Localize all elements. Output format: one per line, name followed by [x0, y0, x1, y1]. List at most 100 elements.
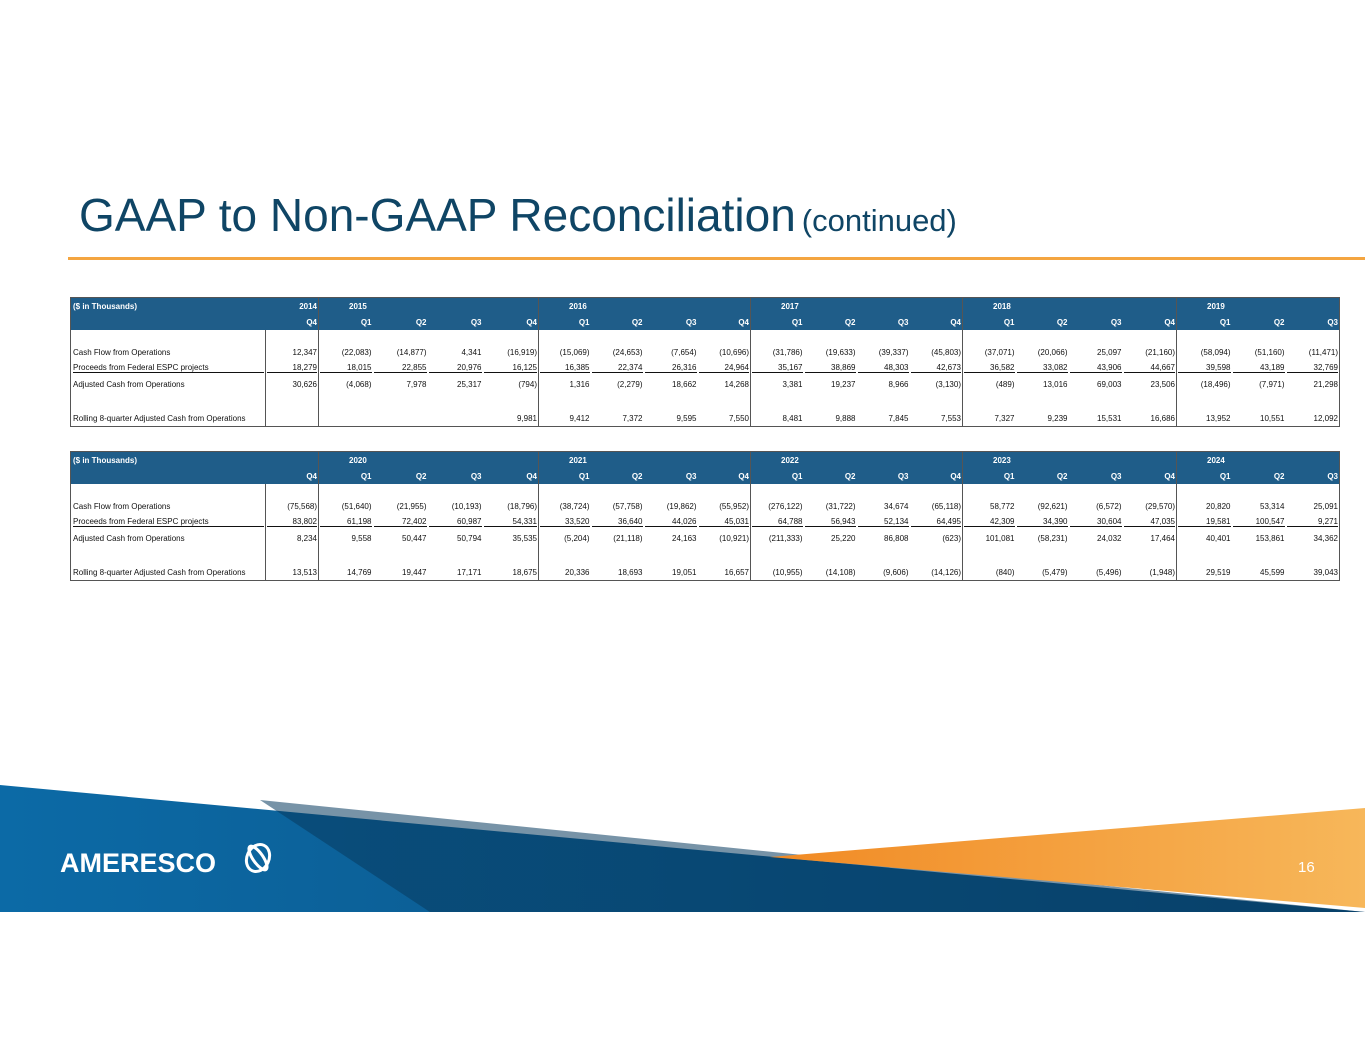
value: 7,550 [728, 413, 749, 423]
value: 35,167 [752, 363, 803, 373]
value: (19,862) [666, 501, 697, 511]
blank-cell [71, 330, 266, 344]
year: 2017 [750, 297, 804, 314]
value: 15,531 [1097, 413, 1122, 423]
cell: 12,347 [265, 344, 319, 360]
value: (276,122) [768, 501, 803, 511]
cell: (31,786) [750, 344, 804, 360]
cell: 44,667 [1123, 360, 1177, 376]
value: 24,032 [1097, 533, 1122, 543]
blank-cell [1176, 546, 1232, 564]
cell: 16,125 [483, 360, 539, 376]
value: 52,134 [857, 517, 909, 527]
value: 7,553 [940, 413, 961, 423]
value: 7,372 [622, 413, 643, 423]
blank-cell [962, 546, 1016, 564]
year [482, 451, 539, 468]
value: (18,796) [507, 501, 537, 511]
value: (4,068) [346, 379, 372, 389]
title-text: GAAP to Non-GAAP Reconciliation [79, 189, 796, 241]
cell: (21,160) [1123, 344, 1177, 360]
cell: (24,653) [591, 344, 644, 360]
blank-cell [910, 330, 963, 344]
cell: 34,362 [1286, 530, 1340, 546]
row-label: Cash Flow from Operations [70, 344, 266, 360]
cell: 21,298 [1286, 376, 1340, 392]
reconciliation-table: ($ in Thousands) 2020 2021 2022 2023 2024 Q4 Q1… [70, 451, 1340, 581]
spacer-row [71, 484, 1340, 498]
value: 56,943 [804, 517, 856, 527]
cell: 14,769 [318, 564, 373, 581]
cell: 19,051 [644, 564, 698, 581]
subtitle: (continued) [801, 203, 957, 238]
cell: 42,673 [910, 360, 963, 376]
value: (57,758) [612, 501, 643, 511]
value: 39,598 [1178, 363, 1231, 373]
value: 45,599 [1260, 567, 1285, 577]
cell: (31,722) [804, 498, 857, 514]
cell: 9,412 [538, 410, 591, 427]
value: (11,471) [1308, 347, 1338, 357]
value: 26,316 [644, 363, 697, 373]
cell: 34,390 [1016, 514, 1069, 530]
value: 61,198 [320, 517, 372, 527]
value: 58,772 [990, 501, 1015, 511]
cell: (18,496) [1176, 376, 1232, 392]
blank-cell [318, 484, 373, 498]
value: (9,606) [883, 567, 909, 577]
year [697, 297, 751, 314]
cell: 60,987 [428, 514, 483, 530]
blank-cell [265, 330, 319, 344]
row-label-text: Cash Flow from Operations [73, 501, 171, 511]
row-label-text: Proceeds from Federal ESPC projects [73, 363, 264, 373]
value: (623) [942, 533, 961, 543]
value: 16,686 [1150, 413, 1175, 423]
blank-cell [698, 330, 751, 344]
cell: 64,788 [750, 514, 804, 530]
cell: 53,314 [1232, 498, 1286, 514]
cell: (51,160) [1232, 344, 1286, 360]
unit-label: ($ in Thousands) [70, 297, 266, 314]
blank-cell [1123, 330, 1177, 344]
blank-cell [750, 484, 804, 498]
data-row: Cash Flow from Operations (75,568) (51,640… [70, 498, 1340, 514]
cell: 36,582 [962, 360, 1016, 376]
blank-cell [644, 546, 698, 564]
cell: 56,943 [804, 514, 857, 530]
blank-cell [857, 484, 910, 498]
cell: (3,130) [910, 376, 963, 392]
cell: 24,964 [698, 360, 751, 376]
value: 18,015 [320, 363, 372, 373]
cell: 58,772 [962, 498, 1016, 514]
quarter: Q3 [1285, 468, 1340, 484]
quarter: Q4 [909, 314, 963, 330]
cell: (18,796) [483, 498, 539, 514]
year [1231, 297, 1286, 314]
year: 2016 [538, 297, 591, 314]
cell: (14,108) [804, 564, 857, 581]
cell: 33,520 [538, 514, 591, 530]
data-row: Rolling 8-quarter Adjusted Cash from Ope… [70, 564, 1340, 581]
blank-cell [373, 392, 428, 410]
blank-cell [1123, 484, 1177, 498]
value: 43,189 [1232, 363, 1285, 373]
cell: 8,481 [750, 410, 804, 427]
value: (31,786) [772, 347, 803, 357]
blank-cell [750, 392, 804, 410]
cell: 7,327 [962, 410, 1016, 427]
value: 8,966 [888, 379, 909, 389]
value: 44,667 [1123, 363, 1175, 373]
year [1015, 297, 1069, 314]
blank-cell [591, 330, 644, 344]
cell: (5,204) [538, 530, 591, 546]
cell: 36,640 [591, 514, 644, 530]
value: 16,125 [483, 363, 537, 373]
blank-cell [1069, 546, 1123, 564]
value: 34,390 [1016, 517, 1068, 527]
year: 2014 [265, 297, 319, 314]
value: (840) [995, 567, 1015, 577]
value: 10,551 [1260, 413, 1285, 423]
value: 34,362 [1313, 533, 1338, 543]
blank-cell [1069, 330, 1123, 344]
year [1015, 451, 1069, 468]
